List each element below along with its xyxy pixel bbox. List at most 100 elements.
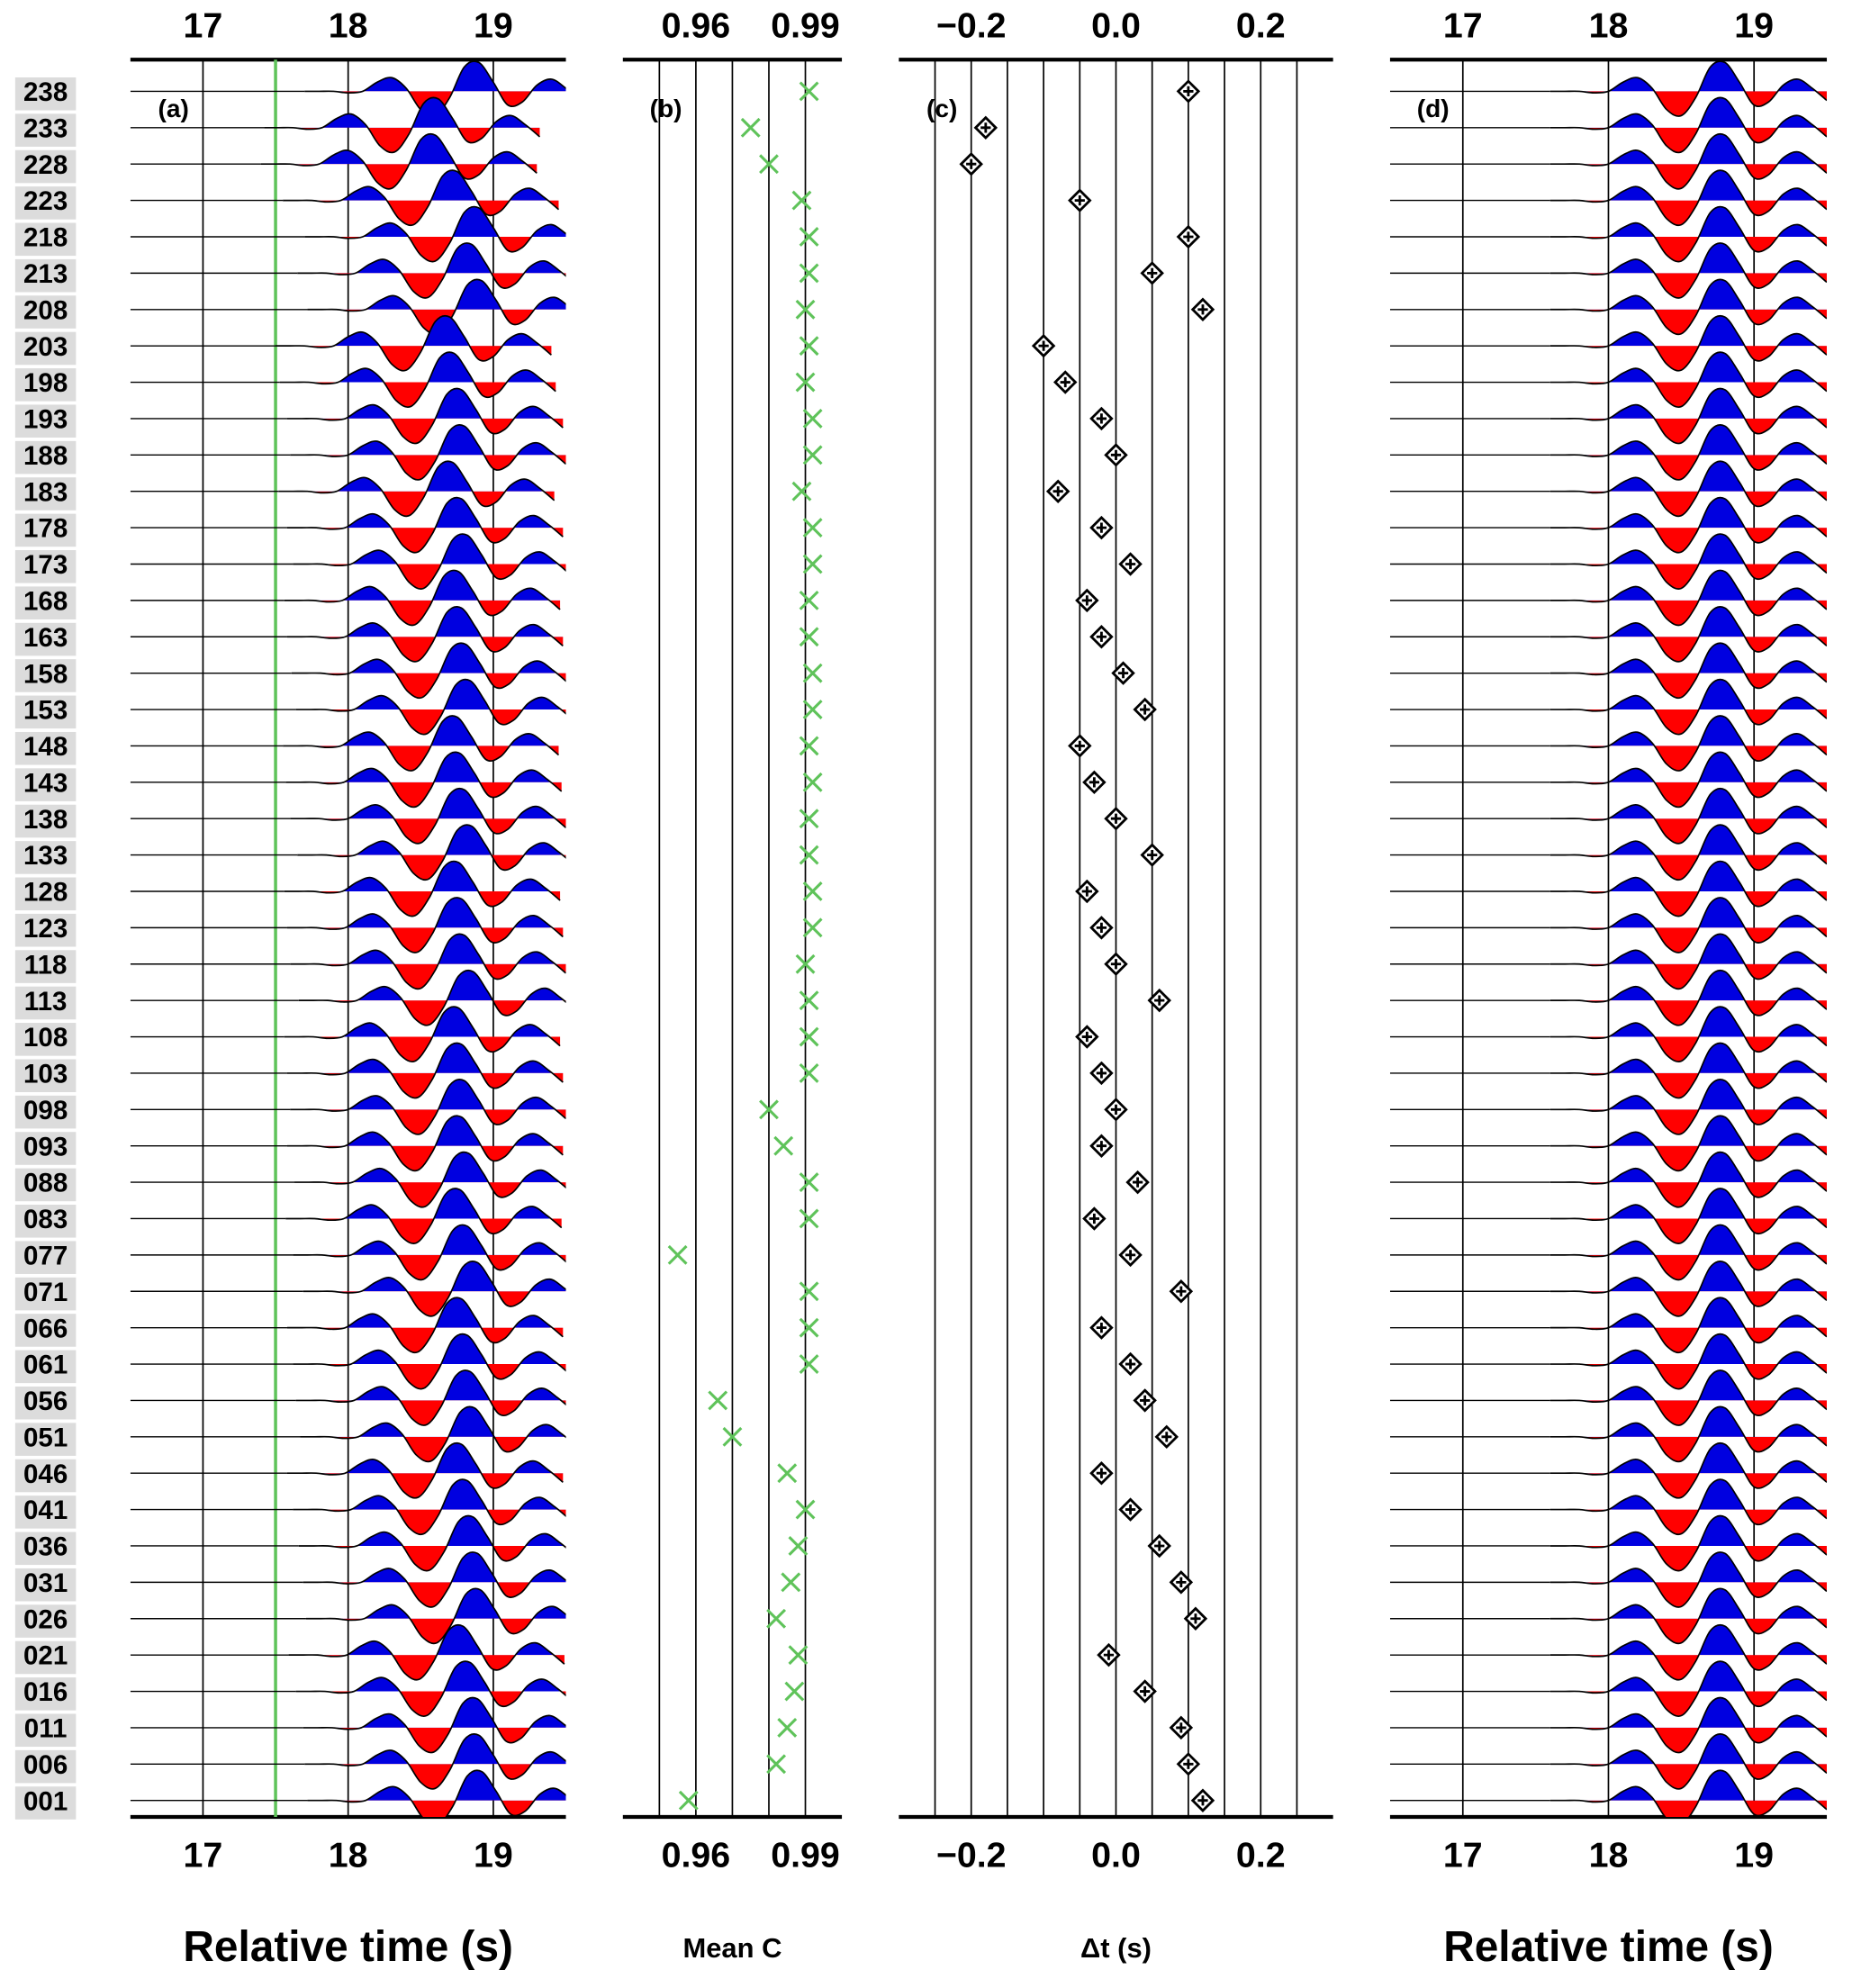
- positive-fill: [310, 1661, 562, 1692]
- marker-x: [791, 481, 812, 502]
- trace: [286, 1297, 564, 1354]
- positive-fill: [1549, 424, 1828, 456]
- positive-fill: [302, 497, 553, 529]
- positive-fill: [1549, 97, 1828, 128]
- positive-fill: [1565, 1442, 1817, 1474]
- positive-fill: [1549, 352, 1828, 383]
- negative-fill: [316, 637, 564, 662]
- positive-fill: [1565, 497, 1817, 529]
- positive-fill: [290, 1079, 566, 1110]
- trace: [285, 751, 563, 809]
- negative-fill: [303, 1582, 566, 1607]
- marker-diamond: [1075, 1025, 1099, 1049]
- negative-fill: [298, 1545, 566, 1571]
- negative-fill: [293, 127, 540, 153]
- row-label-box: [14, 1786, 77, 1820]
- row-label: 198: [23, 368, 68, 398]
- marker-diamond: [1176, 224, 1201, 249]
- positive-fill: [286, 897, 564, 928]
- positive-fill: [1565, 1551, 1817, 1583]
- trace: [1549, 533, 1828, 590]
- positive-fill: [298, 570, 550, 601]
- row-label: 056: [23, 1387, 68, 1416]
- trace: [1549, 969, 1828, 1026]
- positive-fill: [1565, 570, 1817, 601]
- negative-fill: [1549, 890, 1828, 917]
- positive-fill: [1549, 1261, 1828, 1292]
- marker-diamond: [1052, 370, 1078, 394]
- x-tick-label-bottom: 0.96: [662, 1835, 731, 1875]
- negative-fill: [293, 1254, 566, 1280]
- trace: [304, 205, 566, 263]
- positive-fill: [1549, 1370, 1828, 1401]
- x-tick-label-bottom: 0.2: [1236, 1835, 1286, 1875]
- trace: [1549, 1333, 1828, 1390]
- marker-x: [795, 953, 816, 974]
- marker-diamond: [1089, 406, 1114, 431]
- row-label-box: [14, 77, 77, 111]
- marker-x: [799, 1062, 819, 1083]
- row-label-box: [14, 1713, 77, 1748]
- negative-fill: [1549, 1145, 1828, 1171]
- positive-fill: [295, 1370, 566, 1401]
- row-label: 128: [23, 878, 68, 908]
- positive-fill: [298, 970, 566, 1001]
- trace: [260, 132, 538, 190]
- negative-fill: [1549, 346, 1828, 371]
- positive-fill: [264, 97, 540, 128]
- marker-diamond: [1104, 1098, 1128, 1122]
- marker-x: [799, 736, 819, 756]
- trace: [1549, 1478, 1828, 1536]
- marker-diamond: [1190, 1788, 1215, 1812]
- positive-fill: [1565, 1188, 1817, 1219]
- positive-fill: [320, 1733, 566, 1765]
- negative-fill: [1549, 1436, 1828, 1462]
- axis-title: Relative time (s): [1443, 1923, 1774, 1971]
- negative-fill: [1579, 491, 1828, 517]
- trace: [286, 387, 564, 445]
- negative-fill: [1579, 1618, 1828, 1644]
- positive-fill: [1549, 1588, 1828, 1619]
- negative-fill: [1579, 746, 1828, 772]
- marker-diamond: [1133, 1388, 1157, 1413]
- marker-diamond: [1169, 1279, 1194, 1304]
- negative-fill: [1579, 127, 1828, 153]
- negative-fill: [1579, 1727, 1828, 1753]
- trace: [1549, 933, 1828, 990]
- negative-fill: [285, 1218, 562, 1244]
- row-label-box: [14, 1023, 77, 1056]
- marker-diamond: [1082, 1206, 1107, 1231]
- traces: [1389, 60, 1828, 1817]
- marker-x: [766, 1608, 787, 1629]
- negative-fill: [286, 1072, 564, 1098]
- marker-diamond: [1183, 1606, 1208, 1631]
- negative-fill: [1549, 1691, 1828, 1717]
- positive-fill: [317, 1551, 566, 1583]
- negative-fill: [286, 1327, 564, 1353]
- row-label-box: [14, 295, 77, 329]
- marker-diamond: [1133, 697, 1157, 722]
- negative-fill: [1549, 709, 1828, 735]
- positive-fill: [319, 206, 566, 237]
- row-label-box: [14, 659, 77, 692]
- trace: [1549, 169, 1828, 227]
- negative-fill: [319, 818, 566, 844]
- traces: [130, 60, 566, 1817]
- trace: [286, 1441, 564, 1499]
- row-label: 103: [23, 1060, 68, 1089]
- trace: [303, 1696, 566, 1754]
- row-label: 123: [23, 914, 68, 944]
- negative-fill: [1549, 1582, 1828, 1607]
- row-label: 208: [23, 295, 68, 325]
- marker-x: [799, 227, 819, 247]
- trace: [286, 606, 564, 663]
- marker-x: [799, 1317, 819, 1338]
- row-label-box: [14, 258, 77, 293]
- x-tick-label-top: 17: [1443, 6, 1483, 46]
- trace: [288, 1623, 565, 1681]
- positive-fill: [293, 534, 566, 565]
- marker-diamond: [1089, 1134, 1114, 1158]
- trace: [1549, 1441, 1828, 1499]
- negative-fill: [285, 782, 562, 808]
- marker-diamond: [1169, 1570, 1194, 1595]
